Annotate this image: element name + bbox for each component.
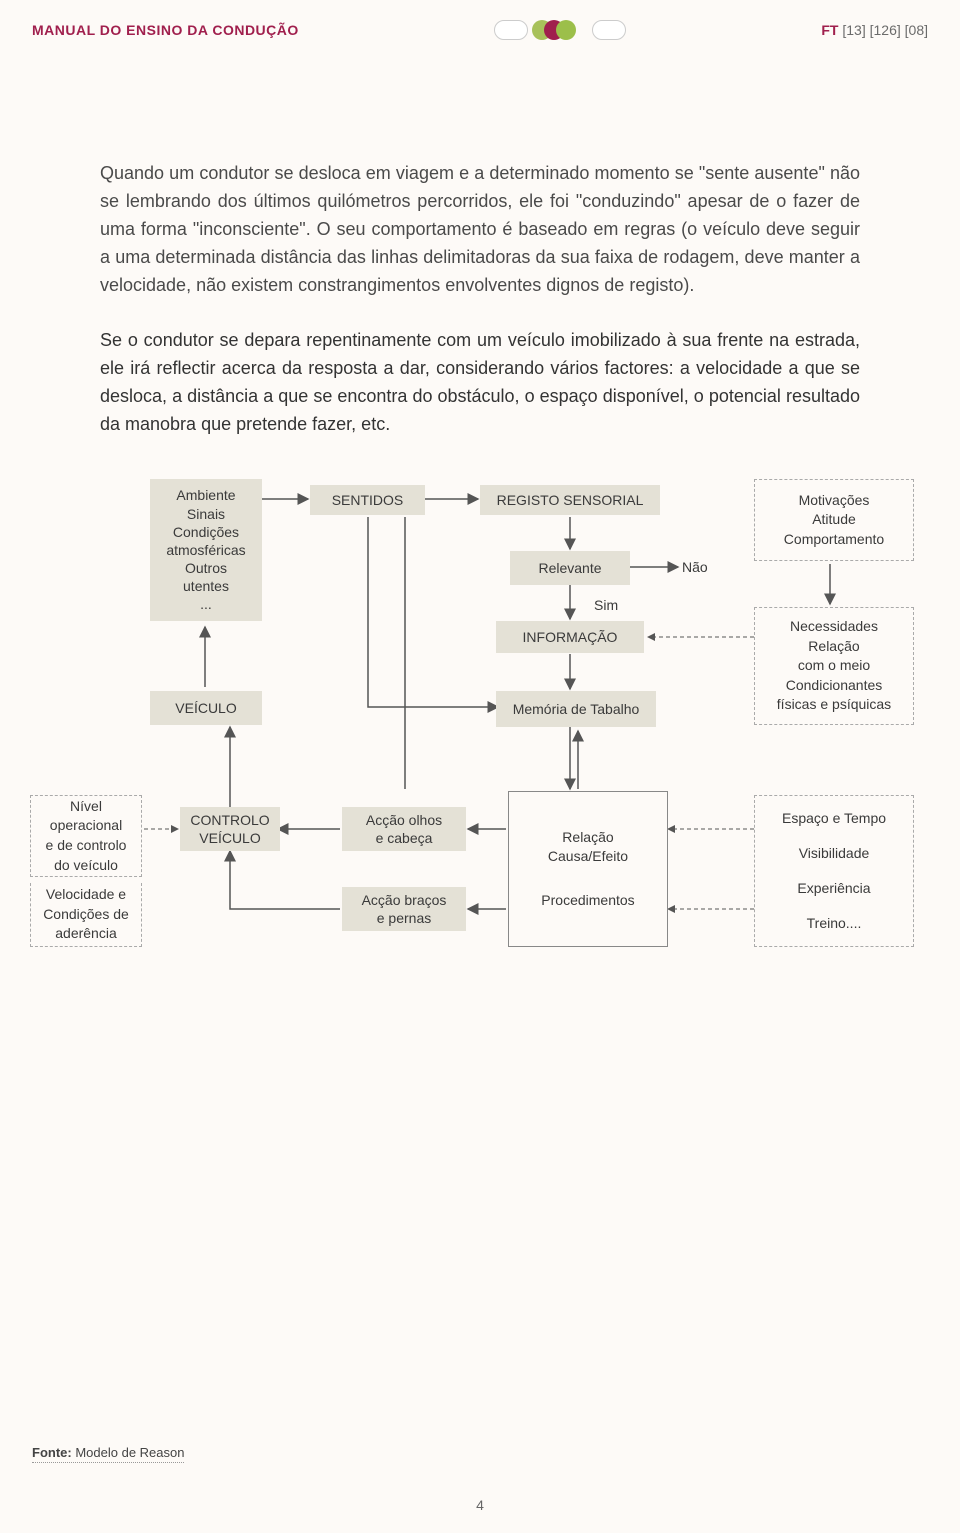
label-exp: Experiência <box>797 879 870 899</box>
node-right-factors: Espaço e Tempo Visibilidade Experiência … <box>754 795 914 947</box>
node-memoria: Memória de Tabalho <box>496 691 656 727</box>
paragraph-2: Se o condutor se depara repentinamente c… <box>100 327 860 439</box>
page-header: MANUAL DO ENSINO DA CONDUÇÃO FT [13] [12… <box>0 0 960 40</box>
node-nivel: Nível operacional e de controlo do veícu… <box>30 795 142 877</box>
node-accao-bracos: Acção braços e pernas <box>342 887 466 931</box>
node-accao-olhos: Acção olhos e cabeça <box>342 807 466 851</box>
node-informacao: INFORMAÇÃO <box>496 621 644 653</box>
label-visib: Visibilidade <box>799 844 870 864</box>
label-sim: Sim <box>594 597 618 613</box>
page-number: 4 <box>476 1497 484 1513</box>
flowchart: Ambiente Sinais Condições atmosféricas O… <box>30 479 930 1039</box>
node-sentidos: SENTIDOS <box>310 485 425 515</box>
paragraph-1: Quando um condutor se desloca em viagem … <box>100 160 860 299</box>
source-footer: Fonte: Modelo de Reason <box>32 1445 184 1463</box>
pill-icon <box>494 20 528 40</box>
dot-icon <box>556 20 576 40</box>
body-text: Quando um condutor se desloca em viagem … <box>0 40 960 439</box>
header-title: MANUAL DO ENSINO DA CONDUÇÃO <box>32 22 299 38</box>
header-pills <box>494 20 626 40</box>
pill-icon <box>592 20 626 40</box>
node-velocidade: Velocidade e Condições de aderência <box>30 883 142 947</box>
node-causa-group: Relação Causa/Efeito Procedimentos <box>508 791 668 947</box>
label-nao: Não <box>682 559 708 575</box>
header-codes: FT [13] [126] [08] <box>821 22 928 38</box>
node-procedimentos: Procedimentos <box>541 891 634 911</box>
node-ambiente: Ambiente Sinais Condições atmosféricas O… <box>150 479 262 621</box>
node-registo: REGISTO SENSORIAL <box>480 485 660 515</box>
node-necessidades: Necessidades Relação com o meio Condicio… <box>754 607 914 725</box>
node-relevante: Relevante <box>510 551 630 585</box>
node-veiculo: VEÍCULO <box>150 691 262 725</box>
node-relacao: Relação Causa/Efeito <box>548 828 628 867</box>
node-controlo: CONTROLO VEÍCULO <box>180 807 280 851</box>
node-motivacoes: Motivações Atitude Comportamento <box>754 479 914 561</box>
label-espaco: Espaço e Tempo <box>782 809 886 829</box>
label-treino: Treino.... <box>807 914 862 934</box>
